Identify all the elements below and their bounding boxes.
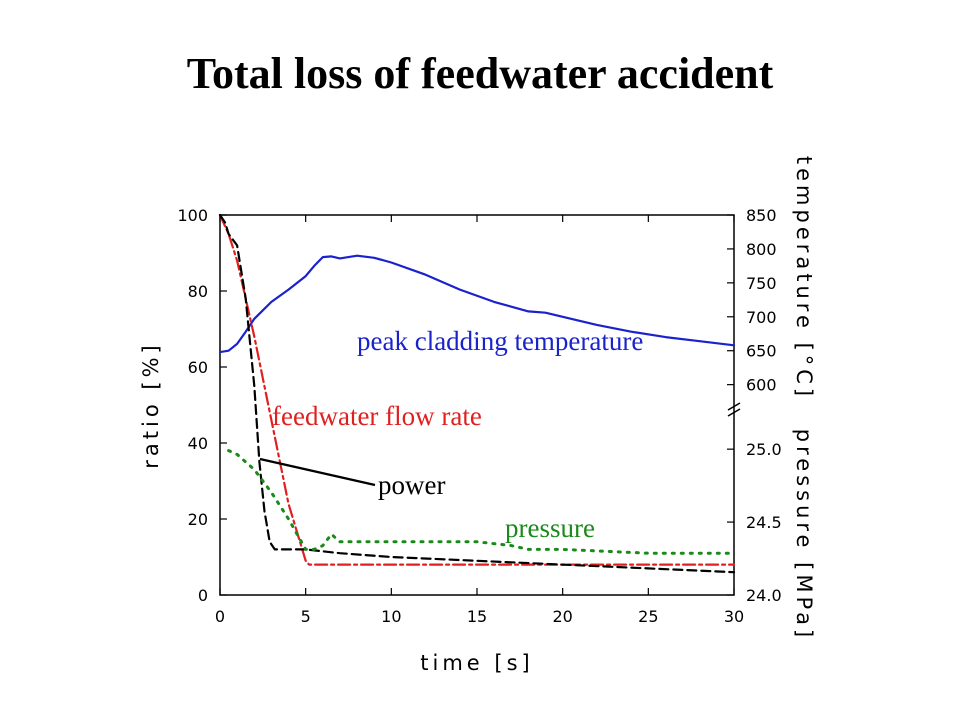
y-pressure-tick-label: 24.5 xyxy=(746,513,782,532)
x-tick-label: 25 xyxy=(638,607,658,626)
page-title: Total loss of feedwater accident xyxy=(186,49,774,98)
y-pressure-axis-title: pressure [MPa] xyxy=(792,429,816,641)
y-temp-axis-title: temperature [°C] xyxy=(792,156,816,400)
annotation-power: power xyxy=(378,470,445,500)
y-temp-tick-label: 800 xyxy=(746,240,777,259)
series-line-temperature xyxy=(218,254,736,354)
y-temp-tick-label: 850 xyxy=(746,206,777,225)
y-pressure-tick-label: 25.0 xyxy=(746,440,782,459)
y-left-tick-label: 40 xyxy=(188,434,208,453)
y-temp-tick-label: 700 xyxy=(746,308,777,327)
x-tick-label: 20 xyxy=(552,607,572,626)
y-left-tick-label: 100 xyxy=(177,206,208,225)
y-temp-tick-label: 650 xyxy=(746,342,777,361)
series-line-flow xyxy=(218,213,736,566)
y-left-axis-title: ratio [%] xyxy=(139,341,163,468)
annotation-power-leader xyxy=(259,457,376,487)
series-line-power xyxy=(218,213,736,574)
y-temp-tick-label: 600 xyxy=(746,376,777,395)
y-left-tick-label: 60 xyxy=(188,358,208,377)
x-axis-title: time [s] xyxy=(420,651,533,675)
y-pressure-tick-label: 24.0 xyxy=(746,586,782,605)
y-left-tick-label: 80 xyxy=(188,282,208,301)
series-line-pressure xyxy=(227,449,736,555)
axis-break-mark xyxy=(727,408,741,417)
y-temp-tick-label: 750 xyxy=(746,274,777,293)
axis-break-mark xyxy=(727,402,741,411)
annotation-pressure: pressure xyxy=(505,513,595,543)
x-tick-label: 0 xyxy=(215,607,225,626)
x-tick-label: 10 xyxy=(381,607,401,626)
annotation-flow: feedwater flow rate xyxy=(272,401,482,431)
x-tick-label: 5 xyxy=(301,607,311,626)
x-tick-label: 15 xyxy=(467,607,487,626)
y-left-tick-label: 0 xyxy=(198,586,208,605)
y-left-tick-label: 20 xyxy=(188,510,208,529)
x-tick-label: 30 xyxy=(724,607,744,626)
annotation-temperature: peak cladding temperature xyxy=(357,326,643,356)
